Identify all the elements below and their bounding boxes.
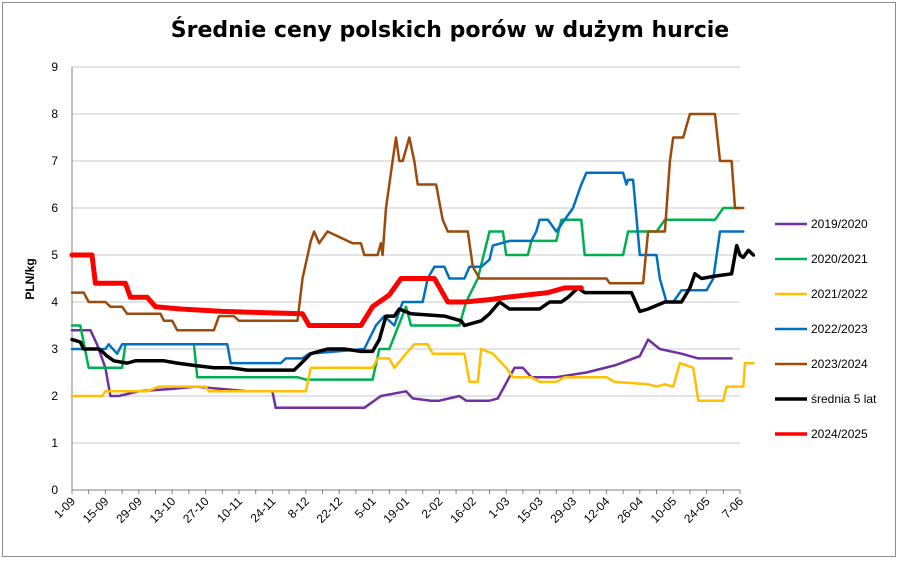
chart-title: Średnie ceny polskich porów w dużym hurc…: [170, 18, 730, 43]
x-tick-label: 5-01: [352, 494, 379, 521]
axes: [71, 67, 741, 494]
y-tick-label: 5: [51, 248, 58, 262]
y-tick-label: 6: [51, 201, 58, 215]
series-lines: [69, 112, 756, 410]
legend-label: średnia 5 lat: [811, 392, 877, 406]
series-line-5: [70, 243, 756, 372]
x-tick-label: 12-04: [581, 494, 613, 526]
x-tick-label: 22-12: [314, 494, 346, 526]
legend-label: 2023/2024: [811, 357, 868, 371]
legend-label: 2024/2025: [811, 427, 868, 441]
x-tick-label: 15-03: [514, 494, 546, 526]
x-tick-label: 26-04: [614, 494, 646, 526]
x-tick-label: 7-06: [719, 494, 746, 521]
x-tick-labels: 1-09 15-09 29-09 13-10 27-10 10-11 24-11 8-12 22…: [51, 494, 746, 526]
x-tick-label: 19-01: [381, 494, 413, 526]
x-tick-label: 15-09: [80, 494, 112, 526]
y-tick-label: 1: [51, 436, 58, 450]
x-tick-label: 10-05: [648, 494, 680, 526]
series-line-4: [70, 112, 745, 332]
x-tick-label: 24-05: [681, 494, 713, 526]
x-tick-label: 29-03: [548, 494, 580, 526]
y-tick-label: 8: [51, 107, 58, 121]
x-tick-label: 27-10: [180, 494, 212, 526]
x-tick-label: 8-12: [285, 494, 312, 521]
series-line-2: [70, 343, 755, 402]
x-tick-label: 24-11: [248, 494, 279, 525]
y-axis-label: PLN/kg: [23, 258, 37, 299]
y-tick-label: 9: [51, 60, 58, 74]
y-tick-labels: 0 1 2 3 4 5 6 7 8 9: [51, 60, 58, 497]
y-tick-label: 3: [51, 342, 58, 356]
grid: [72, 66, 740, 491]
legend-label: 2022/2023: [811, 322, 868, 336]
y-tick-label: 7: [51, 154, 58, 168]
x-tick-label: 29-09: [113, 494, 145, 526]
series-line-6: [69, 252, 584, 328]
x-tick-label: 1-09: [51, 494, 78, 521]
y-tick-label: 2: [51, 389, 58, 403]
series-line-1: [70, 206, 742, 381]
series-line-0: [70, 328, 733, 410]
x-tick-label: 1-03: [485, 494, 512, 521]
legend: 2019/2020 2020/2021 2021/2022 2022/2023 2023…: [775, 217, 877, 441]
y-tick-label: 4: [51, 295, 58, 309]
y-tick-label: 0: [51, 483, 58, 497]
legend-label: 2021/2022: [811, 287, 868, 301]
x-tick-label: 2-02: [419, 494, 446, 521]
x-tick-label: 13-10: [147, 494, 179, 526]
x-tick-label: 16-02: [447, 494, 479, 526]
legend-label: 2019/2020: [811, 217, 868, 231]
x-tick-label: 10-11: [214, 494, 245, 525]
series-line-3: [70, 171, 745, 365]
legend-label: 2020/2021: [811, 252, 868, 266]
